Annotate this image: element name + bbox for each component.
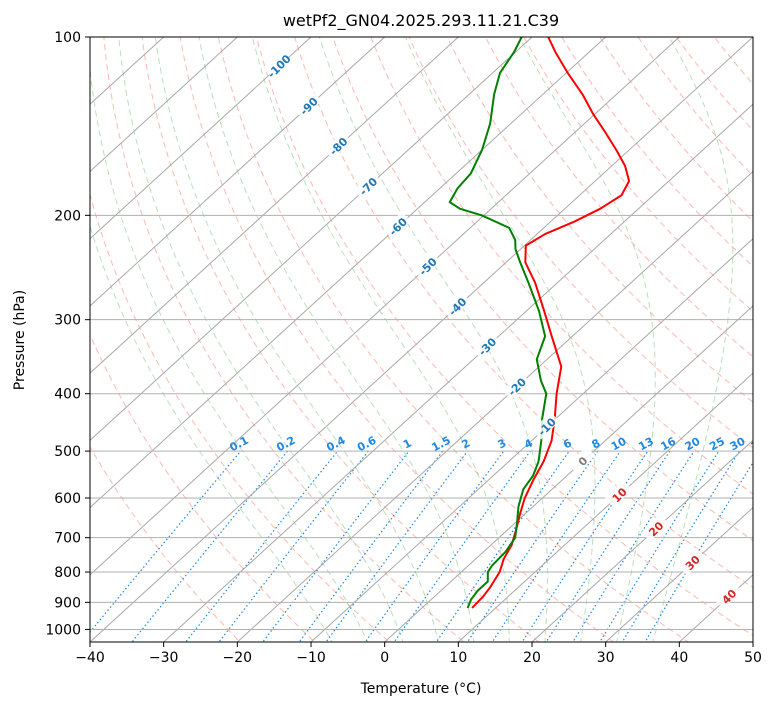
dry-adiabats: [90, 37, 753, 642]
mixing-ratio-label: 20: [683, 435, 703, 454]
x-axis-label: Temperature (°C): [360, 681, 482, 697]
isotherm-label-bg: [472, 331, 501, 360]
isotherm-label-bg: [383, 211, 411, 240]
mixing-ratio-label: 30: [728, 435, 748, 454]
isotherm-label-bg: [442, 291, 471, 320]
isotherm-label-bg: [412, 251, 441, 280]
moist-adiabats: [90, 37, 734, 642]
isotherm-line: [90, 37, 312, 240]
y-tick-label: 1000: [45, 622, 81, 638]
pressure-gridlines: [90, 37, 753, 630]
dry-adiabat-line: [103, 37, 465, 642]
dry-adiabat-line: [484, 37, 753, 358]
isotherm-label-bg: [641, 514, 669, 542]
isotherm-label-bg: [714, 581, 742, 610]
x-tick-label: −10: [296, 650, 326, 666]
moist-adiabat-line: [198, 37, 475, 642]
x-tick-label: 40: [670, 650, 688, 666]
y-tick-label: 100: [54, 30, 81, 46]
x-tick-label: 30: [597, 650, 615, 666]
mixing-ratio-label: 36: [749, 435, 769, 454]
isotherm-label-bg: [264, 51, 292, 79]
isotherm-line: [90, 37, 386, 307]
x-tick-label: −20: [223, 650, 253, 666]
isotherm-label-bg: [531, 411, 560, 440]
x-axis-ticks: −40 −30 −20 −10 0 10 20 30 40 50: [75, 642, 762, 666]
isotherm-label-bg: [567, 446, 596, 474]
y-tick-label: 700: [54, 531, 81, 547]
moist-adiabat-line: [90, 224, 333, 642]
y-axis-ticks: 100 200 300 400 500 600 700 800 900 1000: [45, 30, 90, 638]
isotherm-line: [531, 439, 753, 642]
isotherm-line: [90, 37, 533, 442]
isotherm-line: [604, 506, 753, 642]
moist-adiabat-line: [154, 37, 439, 642]
x-tick-label: 0: [380, 650, 389, 666]
dry-adiabat-line: [179, 37, 615, 642]
isotherm-label-bg: [323, 131, 352, 160]
dry-adiabat-line: [90, 333, 316, 642]
x-tick-label: 50: [744, 650, 762, 666]
isotherm-line: [236, 170, 753, 642]
moist-adiabat-line: [318, 37, 548, 642]
x-tick-label: 10: [449, 650, 467, 666]
moist-adiabat-line: [118, 37, 404, 642]
isotherm-line: [310, 237, 753, 642]
moist-adiabat-line: [652, 37, 734, 642]
isotherm-line: [90, 37, 607, 509]
moist-adiabat-line: [90, 64, 369, 642]
mixing-ratio-label: 13: [636, 435, 656, 454]
dewpoint-profile-line: [448, 37, 548, 609]
isotherm-label-bg: [293, 91, 322, 119]
x-tick-label: −40: [75, 650, 105, 666]
y-tick-label: 500: [54, 444, 81, 460]
dry-adiabat-line: [446, 37, 753, 403]
y-tick-label: 600: [54, 491, 81, 507]
y-tick-label: 400: [54, 387, 81, 403]
x-tick-label: 20: [523, 650, 541, 666]
dry-adiabat-line: [370, 37, 753, 495]
mixing-ratio-label: 10: [609, 435, 629, 454]
isotherm-label-bg: [502, 371, 530, 400]
y-axis-label: Pressure (hPa): [12, 290, 28, 390]
isotherm-line: [90, 37, 239, 173]
chart-title: wetPf2_GN04.2025.293.11.21.C39: [283, 11, 559, 31]
moist-adiabat-line: [405, 37, 596, 642]
dry-adiabat-line: [332, 37, 753, 542]
dry-adiabat-line: [217, 37, 690, 642]
mixing-ratio-label: 16: [658, 435, 678, 454]
isotherm-line: [90, 37, 681, 576]
dry-adiabat-line: [408, 37, 753, 449]
isotherm-label-bg: [604, 480, 633, 508]
y-tick-label: 300: [54, 313, 81, 329]
x-tick-label: −30: [149, 650, 179, 666]
isotherm-label-bg: [677, 547, 706, 576]
isotherm-line: [90, 37, 753, 642]
dry-adiabat-line: [255, 37, 753, 637]
profile-lines: [448, 37, 631, 609]
y-tick-label: 900: [54, 595, 81, 611]
mixing-ratio-label: 25: [707, 435, 727, 454]
moist-adiabat-line: [518, 37, 656, 642]
y-tick-label: 200: [54, 208, 81, 224]
y-tick-label: 800: [54, 565, 81, 581]
plot-frame: [89, 36, 754, 643]
isotherm-line: [90, 37, 460, 374]
dry-adiabat-line: [141, 37, 540, 642]
isotherm-line: [457, 372, 753, 642]
dry-adiabat-line: [90, 445, 241, 642]
isotherm-label-bg: [353, 171, 382, 200]
dry-adiabat-line: [294, 37, 753, 589]
isotherm-line: [383, 305, 753, 642]
plot-area: 0.10.20.40.611.52346810131620253036-100-…: [90, 37, 769, 642]
moist-adiabat-line: [251, 37, 510, 642]
